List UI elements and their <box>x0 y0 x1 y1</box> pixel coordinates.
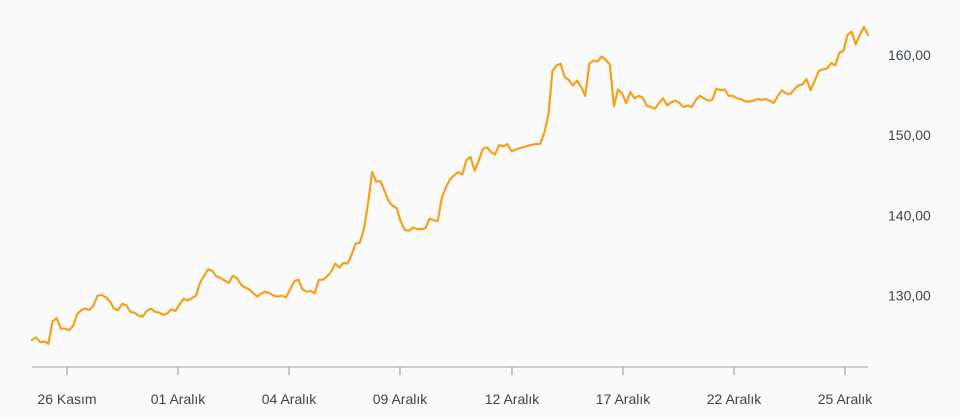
x-axis-ticks <box>66 367 846 375</box>
x-tick-label: 01 Aralık <box>151 391 206 407</box>
x-tick-label: 17 Aralık <box>596 391 651 407</box>
y-axis-labels: 130,00 140,00 150,00 160,00 <box>888 47 931 304</box>
price-series-line <box>30 25 870 345</box>
y-tick-label: 130,00 <box>888 288 931 304</box>
x-tick-label: 12 Aralık <box>485 391 540 407</box>
x-tick-label: 26 Kasım <box>37 391 96 407</box>
x-tick-label: 04 Aralık <box>262 391 317 407</box>
x-tick-label: 22 Aralık <box>707 391 762 407</box>
x-tick-label: 25 Aralık <box>818 391 873 407</box>
y-tick-label: 160,00 <box>888 47 931 63</box>
y-tick-label: 150,00 <box>888 127 931 143</box>
x-tick-label: 09 Aralık <box>373 391 428 407</box>
y-tick-label: 140,00 <box>888 207 931 223</box>
x-axis-labels: 26 Kasım 01 Aralık 04 Aralık 09 Aralık 12 Ar… <box>37 391 873 407</box>
